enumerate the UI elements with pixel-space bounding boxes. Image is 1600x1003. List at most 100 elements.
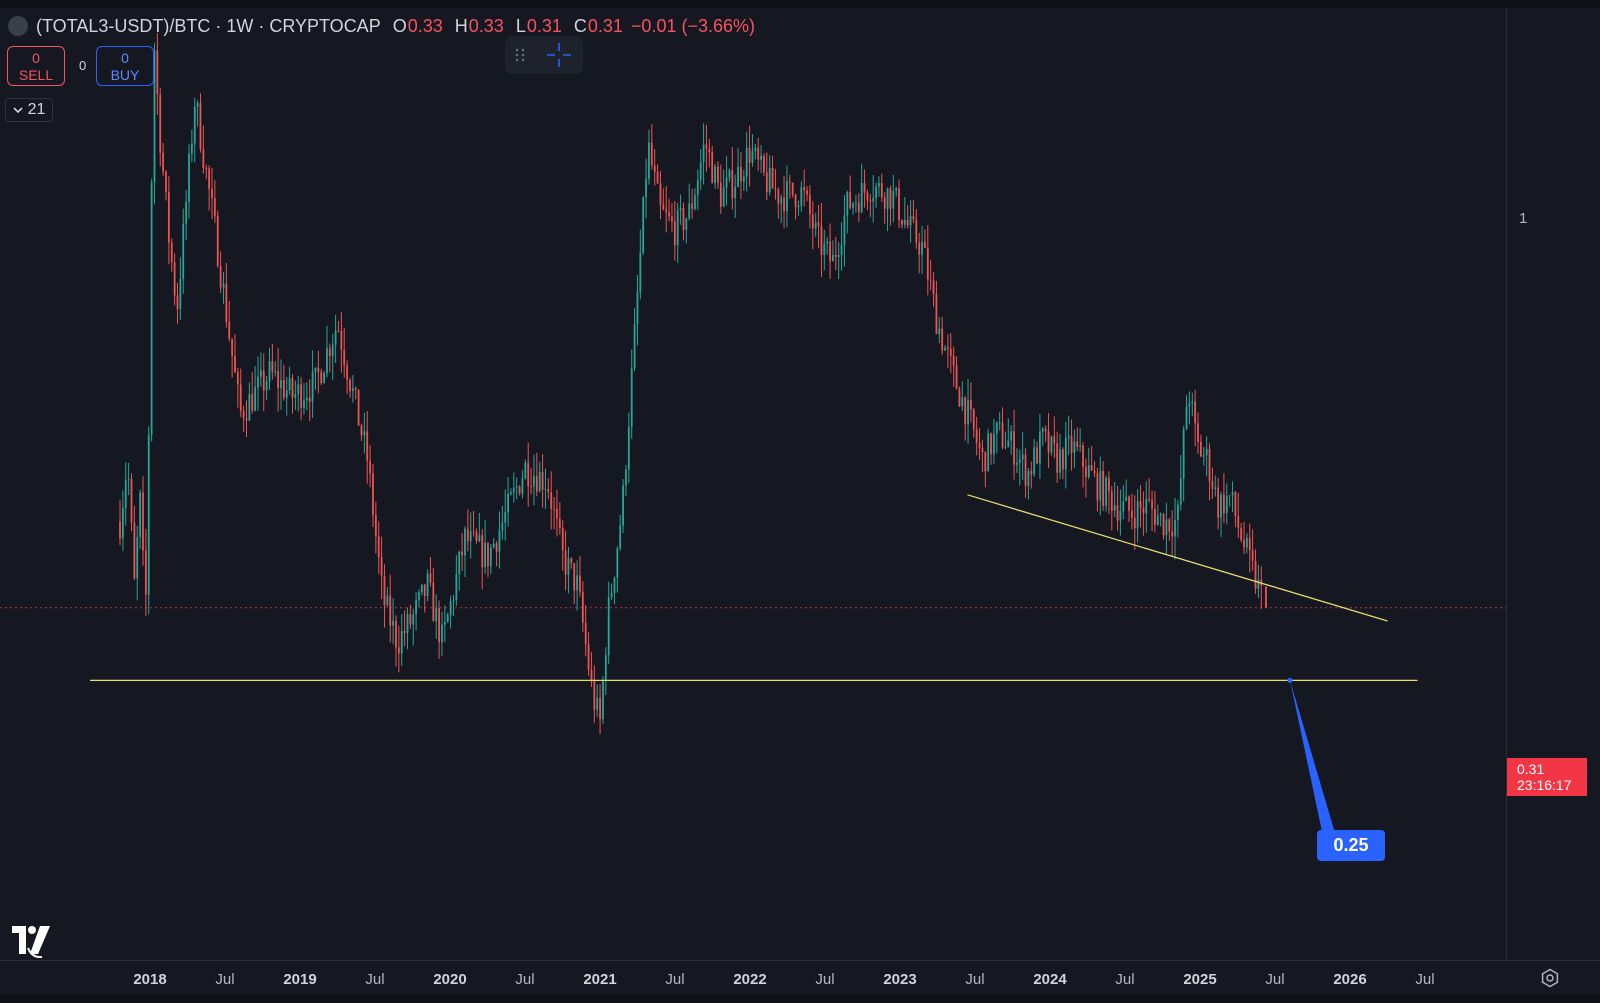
candle-body [489, 547, 492, 567]
candle-body [820, 225, 823, 255]
candle-body [1125, 496, 1128, 502]
candle-body [130, 479, 133, 523]
candle-body [377, 536, 380, 557]
candle-body [895, 188, 898, 191]
candle-body [1179, 478, 1182, 505]
tradingview-logo-icon[interactable] [10, 924, 54, 963]
candle-body [326, 348, 328, 373]
candle-body [645, 178, 647, 198]
price-chart[interactable] [0, 0, 1506, 960]
candle-body [809, 194, 811, 215]
candle-body [699, 161, 702, 180]
candle-body [167, 191, 170, 243]
candle-body [524, 462, 527, 479]
crosshair-icon[interactable] [544, 40, 574, 70]
sell-button[interactable]: 0 SELL [7, 46, 65, 86]
candle-body [1090, 465, 1093, 471]
candle-body [469, 531, 472, 542]
candle-body [889, 188, 892, 209]
candle-body [291, 378, 294, 398]
candle-body [921, 242, 923, 255]
candle-body [863, 182, 866, 193]
candle-body [443, 621, 446, 625]
drag-handle-icon[interactable] [515, 47, 525, 63]
candle-body [1234, 492, 1237, 516]
candle-body [386, 595, 389, 606]
candle-body [1174, 520, 1176, 537]
candle-body [1139, 501, 1142, 508]
candle-body [783, 197, 785, 212]
callout-anchor [1287, 677, 1293, 683]
floating-drawing-toolbar[interactable] [505, 36, 583, 74]
candle-body [282, 380, 285, 398]
candle-body [740, 166, 742, 182]
candle-body [257, 376, 259, 388]
candle-body [294, 393, 297, 398]
low-value: 0.31 [526, 15, 562, 36]
candle-body [507, 493, 509, 513]
candle-body [418, 592, 420, 601]
candle-body [935, 294, 938, 335]
sell-count: 0 [32, 50, 40, 66]
candle-body [737, 166, 739, 187]
candle-body [964, 397, 967, 425]
candle-body [803, 187, 806, 191]
candle-body [182, 223, 185, 279]
high-value: 0.33 [468, 15, 504, 36]
candle-body [906, 220, 909, 226]
candle-body [757, 147, 760, 160]
buy-button[interactable]: 0 BUY [96, 46, 154, 86]
candle-body [961, 397, 964, 407]
candle-body [308, 397, 311, 402]
candle-body [610, 593, 613, 597]
symbol-legend[interactable]: (TOTAL3-USDT)/BTC · 1W · CRYPTOCAP O 0.33… [8, 15, 755, 37]
candle-body [786, 181, 788, 212]
candle-body [127, 479, 130, 481]
candle-body [305, 397, 308, 401]
candle-body [636, 292, 639, 325]
candle-body [495, 543, 498, 552]
candle-body [668, 212, 670, 217]
time-axis[interactable]: 2018 Jul 2019 Jul 2020 Jul 2021 Jul 2022 Jul 2023 J… [0, 960, 1600, 996]
candle-body [530, 486, 532, 488]
candle-body [535, 476, 538, 492]
candle-body [1202, 455, 1205, 457]
candle-body [1171, 531, 1174, 537]
settings-icon[interactable] [1540, 968, 1560, 993]
candle-body [202, 149, 205, 169]
candle-body [711, 152, 714, 183]
candle-body [627, 426, 630, 470]
candle-body [593, 679, 596, 710]
candle-body [633, 324, 636, 369]
candle-body [1085, 467, 1087, 477]
candle-body [659, 183, 662, 205]
close-label: C [573, 15, 587, 36]
candle-body [225, 283, 228, 323]
candle-body [579, 575, 581, 592]
chart-pane[interactable] [0, 8, 1506, 960]
candle-body [1248, 537, 1251, 551]
candle-body [760, 155, 762, 160]
candle-body [395, 620, 397, 648]
candle-body [366, 431, 369, 461]
candle-body [984, 452, 987, 472]
symbol-title[interactable]: (TOTAL3-USDT)/BTC · 1W · CRYPTOCAP [36, 15, 381, 36]
candle-body [277, 371, 280, 389]
candle-body [222, 283, 225, 288]
candle-body [354, 388, 357, 390]
candle-body [311, 371, 314, 402]
candle-body [288, 378, 291, 391]
price-axis[interactable] [1506, 8, 1600, 960]
candle-body [912, 216, 915, 220]
candle-body [420, 584, 423, 593]
candle-body [1059, 449, 1061, 473]
candle-body [1197, 423, 1199, 442]
candle-body [1102, 470, 1105, 506]
candle-body [271, 361, 274, 372]
price-callout[interactable]: 0.25 [1317, 830, 1385, 861]
candle-body [403, 630, 406, 634]
indicators-collapse-button[interactable]: 21 [5, 98, 53, 122]
candle-body [1217, 487, 1220, 518]
candle-body [1159, 514, 1162, 516]
candle-body [567, 558, 570, 575]
